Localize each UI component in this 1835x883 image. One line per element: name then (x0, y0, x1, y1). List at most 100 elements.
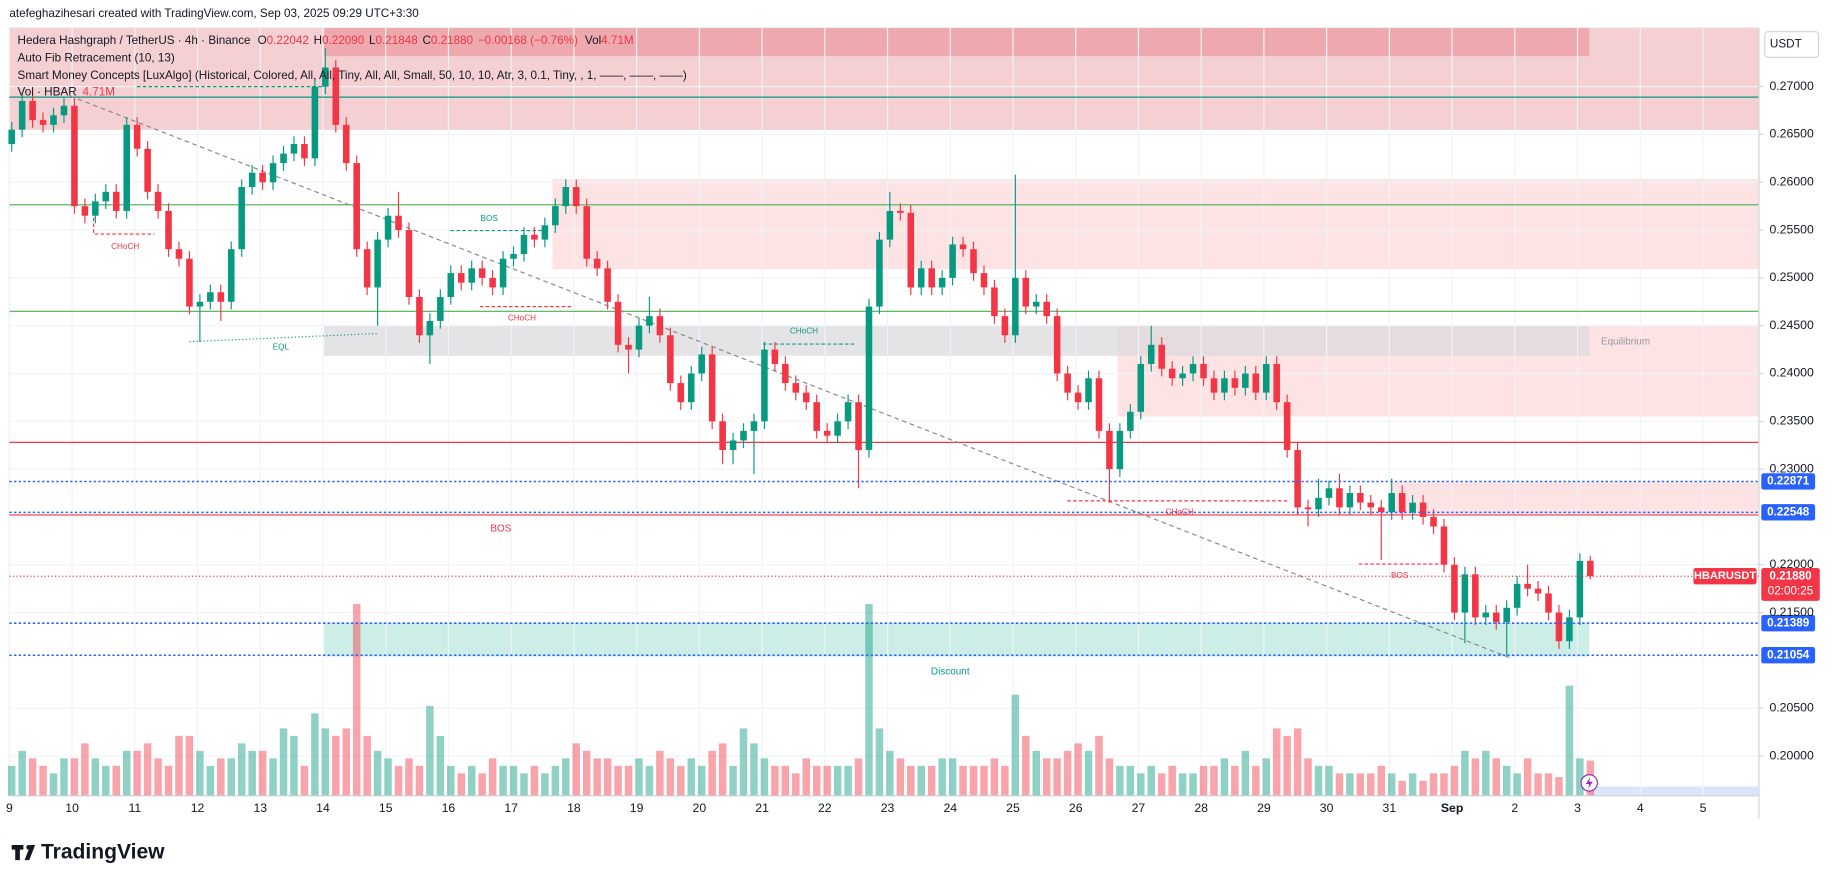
candle-body (907, 212, 915, 288)
x-tick-label: 5 (1700, 801, 1707, 815)
volume-bar (530, 765, 539, 796)
volume-bar (1565, 685, 1574, 796)
x-tick-label: 16 (442, 801, 456, 815)
candle-body (1085, 378, 1092, 403)
volume-bar (300, 765, 309, 796)
candle-body (1252, 373, 1260, 393)
volume-bar (593, 758, 601, 796)
indicator: Smart Money Concepts [LuxAlgo] (Historic… (18, 69, 687, 82)
x-tick-label: 29 (1257, 801, 1271, 815)
candle-body (1388, 493, 1395, 513)
candle-body (29, 100, 36, 121)
annotation: BOS (1391, 571, 1409, 580)
levels: 0.22871 0.22548 0.21389 0.21054 HBARUSDT 0.21… (9, 473, 1820, 664)
candle-body (144, 148, 151, 192)
price-axis: 0.20000 0.20500 0.21500 0.22000 0.23000 0.235… (1758, 79, 1814, 762)
candle-body (844, 402, 852, 422)
zones (9, 28, 1759, 796)
x-tick-label: 15 (379, 801, 393, 815)
candle-body (447, 273, 455, 298)
price-level-label: 0.21054 (1767, 648, 1810, 661)
candle-body (18, 100, 26, 130)
volume-bar (990, 758, 999, 796)
credit: atefeghazihesari created with TradingVie… (9, 7, 419, 20)
candle-body (1231, 378, 1239, 388)
volume-bar (1262, 758, 1270, 796)
volume-bar (1502, 765, 1511, 796)
volume-bar (718, 743, 727, 796)
volume-bar (551, 765, 560, 796)
volume-bar (1387, 773, 1396, 796)
volume-bar (1199, 765, 1208, 796)
candle-body (1461, 574, 1469, 613)
candle-body (656, 316, 664, 336)
x-tick-label: 21 (755, 801, 769, 815)
candles (8, 48, 1594, 656)
symbol-label: HBARUSDT (1694, 570, 1757, 582)
x-tick-label: 19 (630, 801, 644, 815)
ohlc-letter: H (314, 34, 322, 47)
x-tick-label: 26 (1069, 801, 1083, 815)
candle-body (1503, 607, 1510, 623)
currency-box[interactable] (1764, 31, 1820, 58)
candle-body (928, 268, 935, 288)
volume-bar (1095, 735, 1103, 796)
time-axis: 9 10 11 12 13 14 15 16 17 18 19 20 21 22 23 24 25 26 27 28 2… (6, 801, 1707, 815)
candle-body (1325, 488, 1333, 498)
candle-body (750, 421, 758, 431)
candle-body (1315, 497, 1322, 510)
volume-bar (980, 765, 988, 796)
candle-body (186, 258, 193, 307)
grid (8, 28, 1759, 796)
volume-bar (541, 773, 549, 796)
volume-bar (959, 765, 967, 796)
ohlc-value: 0.22090 (322, 34, 365, 47)
order-block (324, 28, 1590, 57)
volume-bar (582, 750, 591, 796)
candle-body (1472, 574, 1479, 618)
volume-bar (321, 728, 330, 796)
y-tick-label: 0.27000 (1769, 79, 1814, 93)
candle-body (71, 105, 78, 207)
volume-bar (1252, 765, 1260, 796)
candle-body (165, 210, 172, 250)
volume-bar (833, 765, 842, 796)
candle-body (1074, 392, 1082, 403)
y-tick-label: 0.22000 (1769, 557, 1814, 571)
annotation: CHoCH (1166, 508, 1194, 517)
x-tick-label: 12 (191, 801, 205, 815)
logo: TradingView (11, 841, 165, 864)
candle-body (1189, 363, 1197, 374)
volume-bar (70, 758, 79, 796)
volume-bar (572, 743, 580, 796)
volume-bar (436, 735, 445, 796)
vol-indicator-name: Vol · HBAR (18, 86, 77, 99)
volume-bar (185, 735, 194, 796)
candle-body (667, 335, 674, 384)
volume-bar (1147, 765, 1155, 796)
volume-bar (1482, 750, 1490, 796)
candle-body (1555, 612, 1563, 642)
candle-body (123, 124, 130, 211)
candle-body (227, 249, 235, 302)
volume-bar (1001, 765, 1009, 796)
volume-bar (1461, 750, 1469, 796)
candle-body (938, 277, 946, 288)
x-tick-label: 27 (1132, 801, 1146, 815)
x-tick-label: 24 (943, 801, 957, 815)
candle-body (1419, 502, 1427, 517)
order-block (1389, 482, 1759, 514)
candle-body (802, 392, 810, 403)
annotation: BOS (490, 524, 511, 535)
volume-bar (91, 758, 100, 796)
y-tick-label: 0.23500 (1769, 414, 1814, 428)
candle-body (1053, 316, 1061, 374)
candle-body (1200, 363, 1207, 379)
candle-body (1022, 277, 1030, 307)
candle-body (1032, 301, 1040, 307)
annotation: Discount (931, 666, 970, 677)
candle-body (792, 383, 800, 393)
candle-body (1043, 301, 1050, 317)
